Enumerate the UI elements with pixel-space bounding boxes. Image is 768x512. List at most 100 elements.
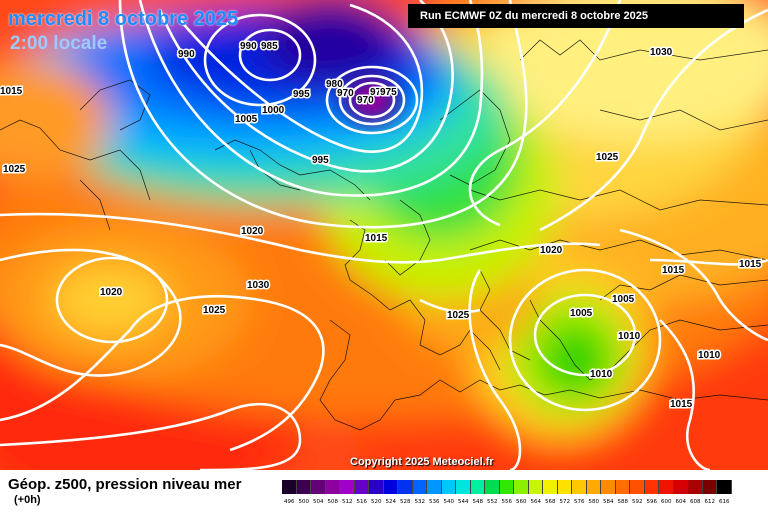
scale-label: 536 xyxy=(429,499,440,505)
isobar-label: 975 xyxy=(370,87,387,98)
scale-swatch xyxy=(441,480,456,494)
scale-label: 516 xyxy=(356,499,368,505)
scale-label: 612 xyxy=(704,499,716,505)
isobar-label: 1010 xyxy=(590,369,613,380)
isobar-label: 1010 xyxy=(618,331,641,342)
isobar-label: 1020 xyxy=(540,245,563,256)
isobar-label: 975 xyxy=(380,87,397,98)
isobar-label: 1015 xyxy=(739,259,762,270)
forecast-time: 2:00 locale xyxy=(10,33,108,54)
isobar-label: 1020 xyxy=(100,287,123,298)
isobar-label: 1015 xyxy=(662,265,685,276)
scale-label: 548 xyxy=(472,499,484,505)
isobar-label: 1020 xyxy=(241,226,264,237)
isobar-label: 1005 xyxy=(235,114,258,125)
scale-swatch xyxy=(383,480,398,494)
run-info: Run ECMWF 0Z du mercredi 8 octobre 2025 xyxy=(408,4,744,28)
scale-label: 508 xyxy=(327,499,339,505)
scale-label: 500 xyxy=(298,499,310,505)
isobar-label: 1030 xyxy=(650,47,673,58)
scale-label: 608 xyxy=(690,499,701,505)
scale-swatch xyxy=(282,480,297,494)
scale-swatch xyxy=(514,480,529,494)
scale-label: 520 xyxy=(371,499,382,505)
scale-label: 528 xyxy=(400,499,411,505)
color-scale-labels: 496 500 504 508 512 516 520 524 528 532 536 540 544 5… xyxy=(282,499,732,505)
isobar-label: 1000 xyxy=(262,105,285,116)
scale-swatch xyxy=(528,480,543,494)
isobar-label: 995 xyxy=(293,89,310,100)
scale-label: 496 xyxy=(284,499,295,505)
scale-label: 560 xyxy=(516,499,527,505)
scale-label: 580 xyxy=(588,499,600,505)
scale-label: 544 xyxy=(458,499,469,505)
isobar-label: 1025 xyxy=(596,152,619,163)
scale-swatch xyxy=(543,480,558,494)
isobar-label: 1025 xyxy=(3,164,26,175)
scale-swatch xyxy=(470,480,485,494)
scale-swatch xyxy=(427,480,442,494)
color-scale xyxy=(282,480,732,494)
isobar-label: 1025 xyxy=(203,305,226,316)
scale-label: 512 xyxy=(342,499,353,505)
isobar-label: 1010 xyxy=(698,350,721,361)
scale-swatch xyxy=(354,480,369,494)
weather-map: 990 990 985 995 1000 1005 995 1015 1025 … xyxy=(0,0,768,470)
isobar-label: 995 xyxy=(312,155,329,166)
scale-swatch xyxy=(717,480,732,494)
scale-swatch xyxy=(688,480,703,494)
scale-label: 564 xyxy=(530,499,542,505)
scale-swatch xyxy=(412,480,427,494)
scale-label: 576 xyxy=(574,499,585,505)
isobar-labels: 990 990 985 995 1000 1005 995 1015 1025 … xyxy=(0,40,763,412)
scale-swatch xyxy=(572,480,587,494)
isobar-label: 990 xyxy=(178,49,195,60)
scale-swatch xyxy=(296,480,311,494)
scale-swatch xyxy=(325,480,340,494)
scale-label: 504 xyxy=(313,499,324,505)
scale-label: 584 xyxy=(603,499,614,505)
copyright-text: Copyright 2025 Meteociel.fr xyxy=(350,456,494,468)
isobar-label: 980 xyxy=(326,79,343,90)
scale-swatch xyxy=(485,480,500,494)
scale-label: 572 xyxy=(559,499,571,505)
isobar-label: 1005 xyxy=(570,308,593,319)
legend-footer: Géop. z500, pression niveau mer (+0h) 49… xyxy=(0,470,768,512)
scale-label: 592 xyxy=(632,499,643,505)
scale-swatch xyxy=(369,480,384,494)
isobar-label: 985 xyxy=(261,41,278,52)
scale-label: 524 xyxy=(385,499,397,505)
scale-swatch xyxy=(311,480,326,494)
legend-title: Géop. z500, pression niveau mer xyxy=(8,476,242,493)
scale-swatch xyxy=(586,480,601,494)
isobar-label: 1030 xyxy=(247,280,270,291)
scale-swatch xyxy=(630,480,645,494)
scale-swatch xyxy=(673,480,688,494)
scale-swatch xyxy=(644,480,659,494)
isobar-label: 1025 xyxy=(447,310,470,321)
scale-label: 532 xyxy=(414,499,426,505)
scale-swatch xyxy=(702,480,717,494)
isobar-label: 1015 xyxy=(365,233,388,244)
scale-label: 604 xyxy=(675,499,687,505)
scale-swatch xyxy=(557,480,572,494)
scale-label: 588 xyxy=(617,499,629,505)
isobar-label: 970 xyxy=(337,88,354,99)
scale-swatch xyxy=(499,480,514,494)
isobars xyxy=(0,0,768,470)
isobar-label: 1005 xyxy=(612,294,635,305)
scale-label: 540 xyxy=(443,499,455,505)
isobar-label: 1015 xyxy=(0,86,23,97)
scale-swatch xyxy=(456,480,471,494)
forecast-date: mercredi 8 octobre 2025 xyxy=(8,8,239,30)
scale-swatch xyxy=(659,480,674,494)
scale-swatch xyxy=(340,480,355,494)
isobar-label: 970 xyxy=(357,95,374,106)
isobar-label: 1015 xyxy=(670,399,693,410)
scale-label: 552 xyxy=(487,499,498,505)
legend-subtitle: (+0h) xyxy=(14,494,41,506)
geopotential-field xyxy=(0,0,768,470)
scale-label: 596 xyxy=(646,499,658,505)
scale-label: 556 xyxy=(501,499,513,505)
